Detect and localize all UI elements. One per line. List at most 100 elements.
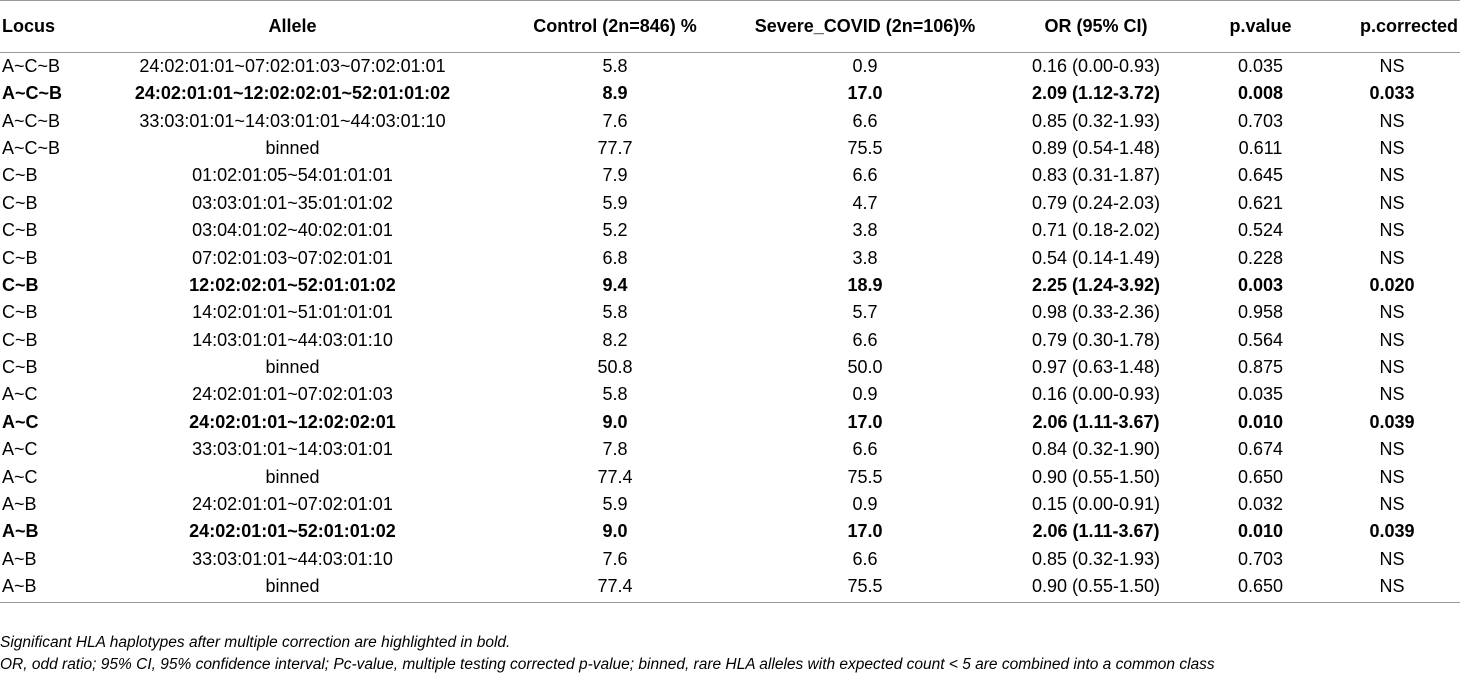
cell-p-value: 0.524	[1237, 220, 1284, 241]
cell-p-corrected: 0.039	[1369, 521, 1415, 542]
cell-locus: A~B	[2, 548, 37, 569]
cell-allele: 12:02:02:01~52:01:01:02	[189, 274, 396, 295]
cell-p-corrected: NS	[1379, 192, 1405, 213]
cell-odds-ratio: 2.09 (1.12-3.72)	[1031, 83, 1161, 104]
cell-odds-ratio: 0.84 (0.32-1.90)	[1031, 439, 1161, 460]
cell-odds-ratio: 2.06 (1.11-3.67)	[1032, 521, 1160, 542]
cell-severe-covid: 6.6	[852, 110, 878, 131]
cell-p-corrected: NS	[1379, 494, 1405, 515]
cell-allele: binned	[265, 466, 320, 487]
table-row: A~C~B 24:02:01:01~12:02:02:01~52:01:01:02…	[0, 80, 1460, 107]
cell-p-value: 0.958	[1237, 302, 1284, 323]
cell-locus: A~C	[2, 384, 38, 405]
cell-severe-covid: 17.0	[847, 83, 883, 104]
cell-p-value: 0.035	[1237, 384, 1284, 405]
table-row: A~B 24:02:01:01~07:02:01:01 5.9 0.9 0.15 (0.…	[0, 491, 1460, 518]
cell-odds-ratio: 0.83 (0.31-1.87)	[1031, 165, 1161, 186]
cell-p-corrected: NS	[1379, 439, 1405, 460]
cell-locus: A~B	[2, 521, 39, 542]
cell-p-corrected: NS	[1379, 137, 1405, 158]
cell-locus: A~C	[2, 466, 38, 487]
table-row: C~B binned 50.8 50.0 0.97 (0.63-1.48) 0.875 NS	[0, 354, 1460, 381]
cell-odds-ratio: 0.90 (0.55-1.50)	[995, 573, 1197, 604]
haplotype-association-table: Locus Allele Control (2n=846) % Severe_C…	[0, 0, 1460, 604]
cell-p-value: 0.035	[1237, 56, 1284, 76]
table-header: Locus Allele Control (2n=846) % Severe_C…	[0, 0, 1460, 53]
cell-locus: C~B	[2, 357, 38, 378]
table-row: A~B 24:02:01:01~52:01:01:02 9.0 17.0 2.06 (1…	[0, 518, 1460, 545]
cell-severe-covid: 6.6	[852, 548, 878, 569]
cell-odds-ratio: 0.79 (0.30-1.78)	[1031, 329, 1161, 350]
cell-odds-ratio: 0.79 (0.24-2.03)	[1031, 192, 1161, 213]
cell-odds-ratio: 0.71 (0.18-2.02)	[1031, 220, 1161, 241]
cell-allele: binned	[265, 357, 320, 378]
cell-control: 6.8	[602, 247, 628, 268]
table-row: A~C 33:03:01:01~14:03:01:01 7.8 6.6 0.84 (0.…	[0, 436, 1460, 463]
cell-odds-ratio: 2.06 (1.11-3.67)	[1032, 411, 1160, 432]
cell-severe-covid: 0.9	[852, 494, 878, 515]
cell-p-corrected: NS	[1324, 573, 1460, 604]
cell-p-corrected: NS	[1379, 56, 1405, 76]
cell-control: 77.4	[495, 573, 735, 604]
cell-p-corrected: NS	[1379, 357, 1405, 378]
cell-p-value: 0.875	[1237, 357, 1284, 378]
footnote-bold-note: Significant HLA haplotypes after multipl…	[0, 634, 511, 651]
cell-odds-ratio: 0.15 (0.00-0.91)	[1031, 494, 1161, 515]
cell-control: 5.9	[602, 494, 628, 515]
cell-locus: C~B	[2, 247, 38, 268]
cell-locus: C~B	[2, 329, 38, 350]
cell-control: 77.4	[597, 466, 633, 487]
cell-locus: A~B	[2, 494, 37, 515]
cell-p-value: 0.008	[1237, 83, 1284, 104]
cell-p-value: 0.010	[1237, 521, 1284, 542]
cell-locus: A~C~B	[2, 137, 61, 158]
cell-severe-covid: 6.6	[852, 329, 878, 350]
cell-severe-covid: 18.9	[847, 274, 883, 295]
table-row: C~B 03:03:01:01~35:01:01:02 5.9 4.7 0.79 (0.…	[0, 190, 1460, 217]
cell-p-corrected: NS	[1379, 247, 1405, 268]
cell-odds-ratio: 0.16 (0.00-0.93)	[1031, 384, 1161, 405]
cell-allele: 24:02:01:01~07:02:01:03~07:02:01:01	[139, 56, 446, 76]
cell-control: 9.0	[602, 411, 628, 432]
table-row: C~B 12:02:02:01~52:01:01:02 9.4 18.9 2.25 (1…	[0, 272, 1460, 299]
header-locus: Locus	[0, 0, 90, 53]
table-body: A~C~B 24:02:01:01~07:02:01:03~07:02:01:01…	[0, 53, 1460, 604]
cell-p-corrected: 0.020	[1369, 274, 1415, 295]
cell-p-corrected: NS	[1379, 302, 1405, 323]
cell-locus: A~C~B	[2, 110, 61, 131]
table-row: A~C 24:02:01:01~07:02:01:03 5.8 0.9 0.16 (0.…	[0, 381, 1460, 408]
cell-p-corrected: NS	[1379, 384, 1405, 405]
cell-p-corrected: 0.039	[1369, 411, 1415, 432]
cell-p-corrected: NS	[1379, 110, 1405, 131]
cell-p-corrected: NS	[1379, 220, 1405, 241]
cell-severe-covid: 17.0	[847, 521, 883, 542]
cell-p-value: 0.611	[1238, 137, 1283, 158]
table-row: C~B 14:03:01:01~44:03:01:10 8.2 6.6 0.79 (0.…	[0, 327, 1460, 354]
cell-locus: C~B	[2, 220, 38, 241]
cell-control: 7.6	[602, 110, 628, 131]
cell-p-value: 0.650	[1197, 573, 1324, 604]
cell-odds-ratio: 0.85 (0.32-1.93)	[1031, 548, 1161, 569]
cell-odds-ratio: 0.85 (0.32-1.93)	[1031, 110, 1161, 131]
header-p-value: p.value	[1197, 0, 1324, 53]
cell-p-value: 0.645	[1237, 165, 1284, 186]
table-row: A~C~B 24:02:01:01~07:02:01:03~07:02:01:01…	[0, 53, 1460, 81]
cell-allele: 01:02:01:05~54:01:01:01	[192, 165, 393, 186]
cell-control: 5.2	[602, 220, 628, 241]
cell-odds-ratio: 0.97 (0.63-1.48)	[1031, 357, 1161, 378]
cell-odds-ratio: 0.89 (0.54-1.48)	[1031, 137, 1161, 158]
header-control: Control (2n=846) %	[495, 0, 735, 53]
cell-p-value: 0.032	[1237, 494, 1284, 515]
cell-locus: A~C	[2, 439, 38, 460]
cell-p-value: 0.674	[1237, 439, 1284, 460]
cell-p-value: 0.621	[1237, 192, 1284, 213]
haplotype-table-container: Locus Allele Control (2n=846) % Severe_C…	[0, 0, 1460, 604]
cell-locus: C~B	[2, 165, 38, 186]
cell-locus: A~B	[0, 573, 90, 604]
cell-severe-covid: 4.7	[852, 192, 878, 213]
cell-locus: C~B	[2, 302, 38, 323]
cell-allele: 24:02:01:01~07:02:01:01	[192, 494, 393, 515]
cell-control: 77.7	[597, 137, 633, 158]
cell-locus: C~B	[2, 274, 39, 295]
cell-p-value: 0.650	[1237, 466, 1284, 487]
